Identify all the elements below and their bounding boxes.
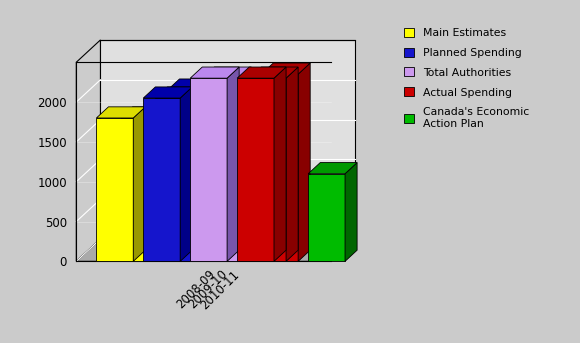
Polygon shape xyxy=(168,79,216,90)
Polygon shape xyxy=(204,79,216,261)
Polygon shape xyxy=(96,107,146,118)
Polygon shape xyxy=(274,67,286,261)
Polygon shape xyxy=(108,158,146,261)
Polygon shape xyxy=(96,118,133,261)
Polygon shape xyxy=(261,63,310,74)
Polygon shape xyxy=(286,67,298,261)
Polygon shape xyxy=(192,87,204,261)
Text: 2010-11: 2010-11 xyxy=(198,268,242,312)
Polygon shape xyxy=(251,71,263,261)
Polygon shape xyxy=(155,98,192,261)
Polygon shape xyxy=(180,87,192,261)
Polygon shape xyxy=(202,78,239,261)
Polygon shape xyxy=(249,78,286,261)
Polygon shape xyxy=(237,67,286,78)
Polygon shape xyxy=(237,78,274,261)
Polygon shape xyxy=(249,67,298,78)
Polygon shape xyxy=(77,239,355,261)
Polygon shape xyxy=(155,87,204,98)
Polygon shape xyxy=(121,118,157,261)
Polygon shape xyxy=(121,107,169,118)
Legend: Main Estimates, Planned Spending, Total Authorities, Actual Spending, Canada's E: Main Estimates, Planned Spending, Total … xyxy=(400,24,532,132)
Polygon shape xyxy=(215,71,263,82)
Polygon shape xyxy=(202,67,251,78)
Polygon shape xyxy=(227,67,239,261)
Polygon shape xyxy=(308,163,357,174)
Polygon shape xyxy=(143,98,180,261)
Polygon shape xyxy=(190,67,239,78)
Polygon shape xyxy=(133,107,146,261)
Polygon shape xyxy=(146,147,157,261)
Polygon shape xyxy=(157,107,169,261)
Polygon shape xyxy=(108,147,157,158)
Polygon shape xyxy=(168,90,204,261)
Polygon shape xyxy=(308,174,345,261)
Polygon shape xyxy=(77,40,100,261)
Polygon shape xyxy=(143,87,192,98)
Polygon shape xyxy=(100,40,355,239)
Polygon shape xyxy=(190,78,227,261)
Polygon shape xyxy=(239,67,251,261)
Polygon shape xyxy=(345,163,357,261)
Polygon shape xyxy=(215,82,251,261)
Polygon shape xyxy=(298,63,310,261)
Text: 2009-10: 2009-10 xyxy=(186,268,230,311)
Text: 2008-09: 2008-09 xyxy=(174,268,218,311)
Polygon shape xyxy=(261,74,298,261)
